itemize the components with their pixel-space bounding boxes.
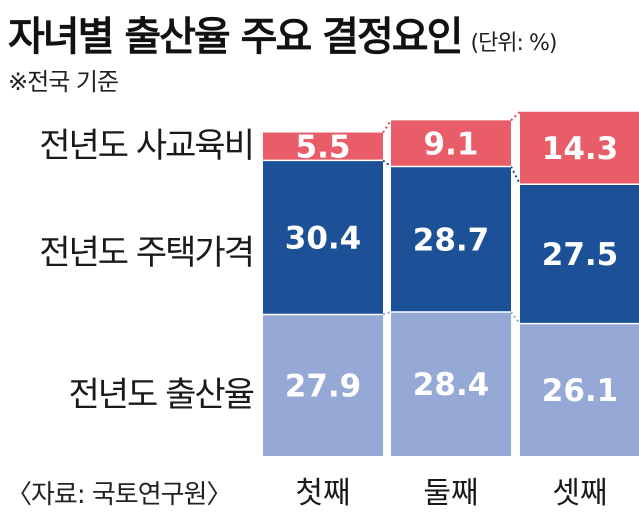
value-label-private-education-3: 14.3 — [542, 131, 619, 167]
value-label-housing-2: 28.7 — [413, 222, 490, 258]
bar-group — [263, 111, 639, 456]
bar-segment-private-education-3 — [520, 111, 639, 185]
series-label-private-education: 전년도 사교육비 — [39, 126, 255, 166]
connector-fertility-2 — [510, 311, 521, 325]
category-label-1: 첫째 — [295, 476, 350, 511]
bar-segment-housing-2 — [391, 166, 511, 313]
bar-segment-fertility-1 — [263, 314, 383, 456]
value-label-private-education-1: 5.5 — [296, 129, 351, 165]
value-labels: 27.9 30.4 5.5 28.4 28.7 9.1 26.1 27.5 14.3 — [285, 126, 619, 408]
connector-private-education-2 — [510, 111, 521, 122]
value-label-private-education-2: 9.1 — [424, 126, 479, 162]
bar-segment-fertility-2 — [391, 312, 511, 456]
bar-segment-housing-3 — [520, 184, 639, 324]
series-label-housing: 전년도 주택가격 — [39, 233, 255, 273]
unit-label: (단위: %) — [470, 31, 557, 56]
connector-housing-1 — [382, 159, 392, 168]
title-row: 자녀별 출산율 주요 결정요인 (단위: %) — [8, 4, 557, 62]
source-note: 〈자료: 국토연구원〉 — [6, 480, 232, 510]
value-label-fertility-2: 28.4 — [413, 367, 490, 403]
value-label-housing-3: 27.5 — [542, 237, 619, 273]
bar-segment-housing-1 — [263, 160, 383, 315]
category-label-3: 셋째 — [552, 476, 607, 511]
bar-segment-private-education-2 — [391, 120, 511, 167]
value-label-fertility-1: 27.9 — [285, 368, 362, 404]
category-label-2: 둘째 — [423, 476, 478, 511]
chart-title: 자녀별 출산율 주요 결정요인 — [8, 14, 463, 60]
bar-segment-private-education-1 — [263, 132, 383, 161]
connector-lines — [382, 111, 521, 325]
bar-segment-fertility-3 — [520, 323, 639, 456]
value-label-fertility-3: 26.1 — [542, 373, 619, 409]
value-label-housing-1: 30.4 — [285, 220, 362, 256]
series-label-fertility: 전년도 출산율 — [68, 375, 255, 415]
chart-subtitle: ※전국 기준 — [8, 68, 119, 96]
connector-housing-2 — [510, 166, 521, 185]
connector-private-education-1 — [382, 119, 392, 134]
category-labels: 첫째 둘째 셋째 — [295, 476, 607, 511]
connector-fertility-1 — [382, 311, 392, 316]
